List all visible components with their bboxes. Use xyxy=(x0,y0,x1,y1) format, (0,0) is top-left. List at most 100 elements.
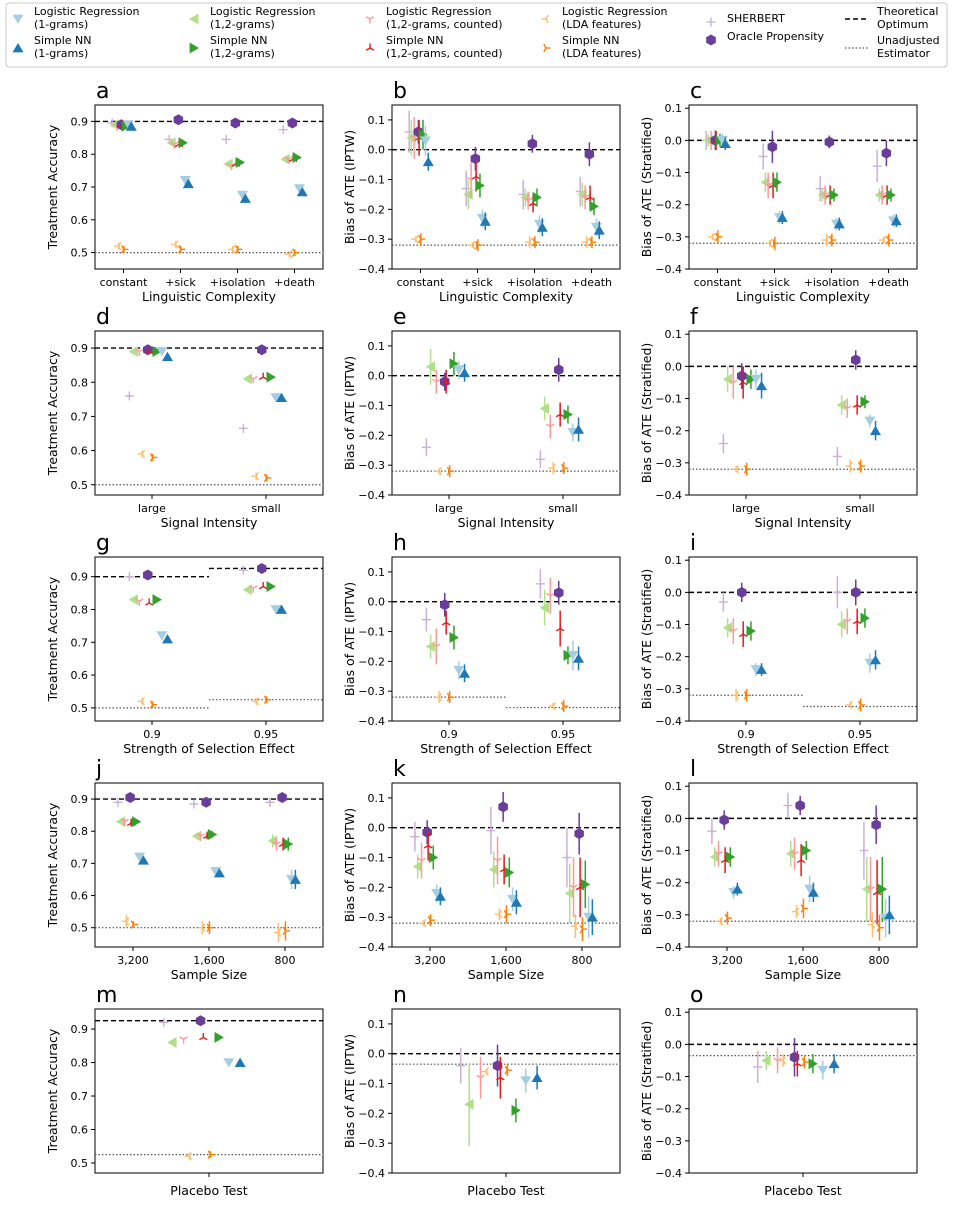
plot-frame-b xyxy=(391,104,621,270)
xtick-label-k-2: 800 xyxy=(572,954,593,967)
ytick-label-o-5: 0.1 xyxy=(665,1006,683,1019)
xtick-label-k-1: 1,600 xyxy=(490,954,522,967)
series-lr12-m xyxy=(167,1037,177,1048)
legend-label-unadj-0: Unadjusted xyxy=(877,34,940,47)
legend-label-nnlda-0: Simple NN xyxy=(562,34,620,47)
series-nn1-h xyxy=(459,646,584,683)
point-lr1-b-0 xyxy=(419,136,431,146)
series-lrlda-m xyxy=(184,1152,193,1161)
ytick-label-l-4: 0.0 xyxy=(665,812,683,825)
point-lrlda-k-1 xyxy=(494,909,503,919)
series-lr1-c xyxy=(716,133,899,231)
point-lrlda-j-1 xyxy=(197,923,206,932)
ytick-label-m-0: 0.5 xyxy=(71,1157,89,1170)
series-nnc-a xyxy=(117,120,298,167)
panel-letter-k: k xyxy=(393,757,406,782)
series-lr12-b xyxy=(406,119,587,210)
point-nn1-e-1 xyxy=(573,424,584,434)
series-nn12-f xyxy=(746,369,870,409)
series-nnc-o xyxy=(793,1050,802,1077)
point-oracle-b-2 xyxy=(527,138,538,150)
nnlda-legend-marker xyxy=(543,43,551,53)
xtick-label-j-2: 800 xyxy=(275,954,296,967)
legend-label-lrlda-1: (LDA features) xyxy=(562,18,641,31)
point-nnlda-c-1 xyxy=(771,239,780,248)
point-oracle-e-1 xyxy=(554,364,564,376)
series-lr1-j xyxy=(134,852,298,890)
point-nnlda-n-0 xyxy=(504,1065,512,1075)
x-axis-label-c: Linguistic Complexity xyxy=(736,289,871,304)
point-lr12-e-0 xyxy=(425,361,435,373)
point-nn1-j-0 xyxy=(137,855,149,865)
point-nn1-o-0 xyxy=(828,1058,840,1069)
series-nn12-k xyxy=(428,845,591,909)
xtick-label-e-1: small xyxy=(548,502,577,515)
point-sherbert-e-0 xyxy=(421,442,431,452)
point-lr12-i-0 xyxy=(722,622,732,634)
series-nnc-m xyxy=(199,1032,208,1041)
point-nn12-k-2 xyxy=(580,878,591,890)
series-nn12-l xyxy=(725,840,888,922)
series-nnlda-n xyxy=(504,1064,512,1077)
point-lrlda-c-2 xyxy=(822,235,830,245)
point-lr1-h-0 xyxy=(453,665,465,676)
point-nn12-o-0 xyxy=(808,1058,818,1070)
series-nn12-m xyxy=(214,1031,224,1043)
series-nn1-k xyxy=(434,887,598,936)
point-nn1-i-1 xyxy=(870,655,881,665)
point-sherbert-a-2 xyxy=(221,134,231,144)
point-nn12-h-1 xyxy=(563,649,573,661)
panel-letter-i: i xyxy=(690,531,696,556)
point-nnlda-d-1 xyxy=(263,473,272,483)
panel-f: f −0.4 −0.3 −0.2 −0.1 0.0 0.1 large smallSignal … xyxy=(639,305,918,530)
ytick-label-h-0: −0.4 xyxy=(358,715,385,728)
xtick-label-a-0: constant xyxy=(100,276,149,289)
point-nn12-k-0 xyxy=(428,852,439,863)
ytick-label-h-4: 0.0 xyxy=(368,596,386,609)
plot-frame-e xyxy=(391,330,621,496)
point-nn12-k-1 xyxy=(504,867,515,878)
point-nnc-e-0 xyxy=(441,377,451,385)
series-oracle-e xyxy=(440,357,564,391)
ytick-label-e-2: −0.2 xyxy=(358,429,385,442)
ytick-label-k-3: −0.1 xyxy=(358,852,385,865)
ytick-label-a-3: 0.8 xyxy=(71,148,89,161)
point-lr12-i-1 xyxy=(836,619,846,630)
series-lrc-b xyxy=(409,116,590,210)
series-lrlda-a xyxy=(114,240,293,259)
point-sherbert-l-1 xyxy=(783,801,793,811)
series-nnc-d xyxy=(144,347,268,380)
series-nn1-i xyxy=(756,650,881,676)
legend: Logistic Regression(1-grams)Simple NN(1-… xyxy=(5,2,948,68)
ytick-label-o-2: −0.2 xyxy=(655,1103,682,1116)
series-nn1-g xyxy=(162,604,287,644)
ytick-label-n-5: 0.1 xyxy=(368,1018,386,1031)
point-nn12-j-2 xyxy=(283,838,294,850)
ytick-label-j-4: 0.9 xyxy=(71,793,89,806)
ytick-label-b-5: 0.1 xyxy=(368,114,386,127)
legend-item-nnlda: Simple NN(LDA features) xyxy=(543,34,641,60)
point-lr12-b-0 xyxy=(406,132,416,144)
ytick-label-j-0: 0.5 xyxy=(71,922,89,935)
legend-label-lr12-0: Logistic Regression xyxy=(210,5,316,18)
legend-item-lrc: Logistic Regression(1,2-grams, counted) xyxy=(365,5,503,31)
series-sherbert-c xyxy=(701,130,882,202)
point-lrlda-k-2 xyxy=(570,921,579,931)
ytick-label-g-1: 0.6 xyxy=(71,669,89,682)
ytick-label-d-4: 0.9 xyxy=(71,342,89,355)
point-nn12-a-2 xyxy=(235,156,245,168)
series-lrc-n xyxy=(476,1056,485,1099)
ytick-label-g-0: 0.5 xyxy=(71,702,89,715)
point-lrlda-i-1 xyxy=(845,700,853,710)
ytick-label-a-0: 0.5 xyxy=(71,247,89,260)
point-lr12-j-0 xyxy=(115,816,126,828)
series-nn1-j xyxy=(137,855,301,890)
legend-item-lr12: Logistic Regression(1,2-grams) xyxy=(189,5,316,31)
series-nnc-l xyxy=(720,844,882,925)
point-oracle-l-2 xyxy=(871,819,881,831)
series-lr12-a xyxy=(109,119,290,170)
legend-item-lr1: Logistic Regression(1-grams) xyxy=(12,5,140,31)
point-nn1-h-0 xyxy=(459,668,470,678)
